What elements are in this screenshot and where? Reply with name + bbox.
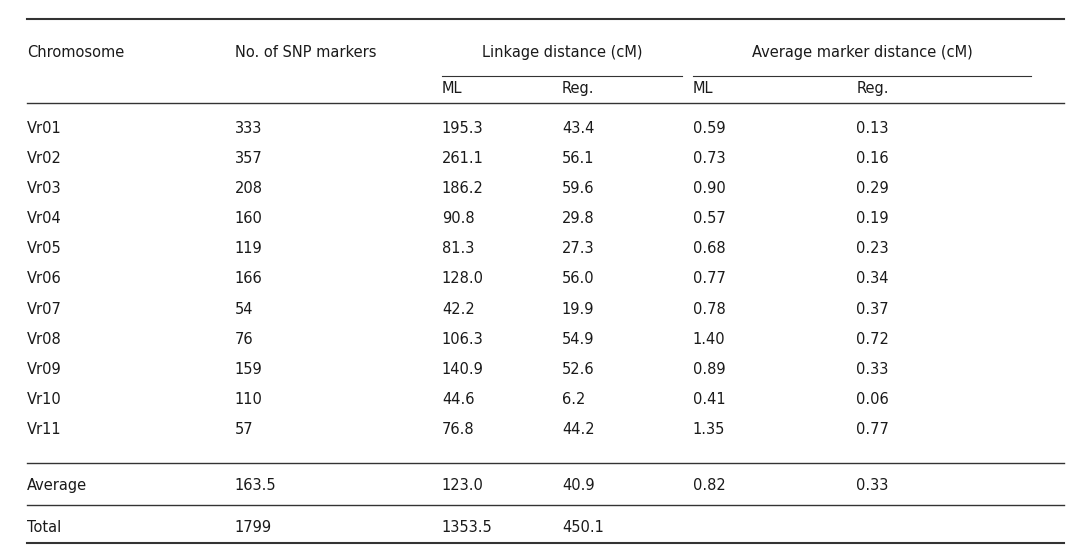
Text: 1.40: 1.40: [693, 332, 726, 347]
Text: 0.06: 0.06: [856, 392, 889, 407]
Text: 0.34: 0.34: [856, 272, 889, 286]
Text: 333: 333: [235, 121, 262, 136]
Text: 0.90: 0.90: [693, 181, 726, 196]
Text: 19.9: 19.9: [562, 301, 595, 317]
Text: 119: 119: [235, 241, 262, 257]
Text: 123.0: 123.0: [442, 478, 483, 493]
Text: 0.59: 0.59: [693, 121, 726, 136]
Text: Vr10: Vr10: [27, 392, 62, 407]
Text: 0.82: 0.82: [693, 478, 726, 493]
Text: 40.9: 40.9: [562, 478, 595, 493]
Text: Reg.: Reg.: [562, 81, 595, 96]
Text: 195.3: 195.3: [442, 121, 483, 136]
Text: 56.1: 56.1: [562, 151, 595, 166]
Text: 0.72: 0.72: [856, 332, 889, 347]
Text: Vr07: Vr07: [27, 301, 62, 317]
Text: 0.23: 0.23: [856, 241, 889, 257]
Text: ML: ML: [693, 81, 714, 96]
Text: 1353.5: 1353.5: [442, 519, 493, 535]
Text: 76: 76: [235, 332, 253, 347]
Text: 29.8: 29.8: [562, 211, 595, 226]
Text: 81.3: 81.3: [442, 241, 475, 257]
Text: 357: 357: [235, 151, 262, 166]
Text: 1799: 1799: [235, 519, 272, 535]
Text: 44.6: 44.6: [442, 392, 475, 407]
Text: 57: 57: [235, 422, 253, 437]
Text: Vr08: Vr08: [27, 332, 62, 347]
Text: Total: Total: [27, 519, 61, 535]
Text: 0.73: 0.73: [693, 151, 726, 166]
Text: Vr03: Vr03: [27, 181, 62, 196]
Text: 159: 159: [235, 362, 262, 377]
Text: 6.2: 6.2: [562, 392, 585, 407]
Text: ML: ML: [442, 81, 463, 96]
Text: Vr01: Vr01: [27, 121, 62, 136]
Text: 261.1: 261.1: [442, 151, 483, 166]
Text: 0.68: 0.68: [693, 241, 726, 257]
Text: 54: 54: [235, 301, 253, 317]
Text: Linkage distance (cM): Linkage distance (cM): [481, 45, 643, 60]
Text: 0.13: 0.13: [856, 121, 889, 136]
Text: Average marker distance (cM): Average marker distance (cM): [752, 45, 972, 60]
Text: Reg.: Reg.: [856, 81, 889, 96]
Text: 450.1: 450.1: [562, 519, 603, 535]
Text: 0.77: 0.77: [693, 272, 726, 286]
Text: Average: Average: [27, 478, 87, 493]
Text: 27.3: 27.3: [562, 241, 595, 257]
Text: 140.9: 140.9: [442, 362, 483, 377]
Text: 44.2: 44.2: [562, 422, 595, 437]
Text: 56.0: 56.0: [562, 272, 595, 286]
Text: 90.8: 90.8: [442, 211, 475, 226]
Text: 59.6: 59.6: [562, 181, 595, 196]
Text: Vr09: Vr09: [27, 362, 62, 377]
Text: 186.2: 186.2: [442, 181, 483, 196]
Text: 0.33: 0.33: [856, 478, 889, 493]
Text: 0.89: 0.89: [693, 362, 726, 377]
Text: 1.35: 1.35: [693, 422, 726, 437]
Text: 166: 166: [235, 272, 262, 286]
Text: Vr02: Vr02: [27, 151, 62, 166]
Text: 0.37: 0.37: [856, 301, 889, 317]
Text: Vr05: Vr05: [27, 241, 62, 257]
Text: 0.77: 0.77: [856, 422, 889, 437]
Text: 208: 208: [235, 181, 263, 196]
Text: 0.29: 0.29: [856, 181, 889, 196]
Text: 42.2: 42.2: [442, 301, 475, 317]
Text: 106.3: 106.3: [442, 332, 483, 347]
Text: 76.8: 76.8: [442, 422, 475, 437]
Text: 0.41: 0.41: [693, 392, 726, 407]
Text: 163.5: 163.5: [235, 478, 276, 493]
Text: 160: 160: [235, 211, 263, 226]
Text: 0.33: 0.33: [856, 362, 889, 377]
Text: Vr04: Vr04: [27, 211, 62, 226]
Text: Vr11: Vr11: [27, 422, 62, 437]
Text: 128.0: 128.0: [442, 272, 483, 286]
Text: 110: 110: [235, 392, 263, 407]
Text: No. of SNP markers: No. of SNP markers: [235, 45, 376, 60]
Text: 52.6: 52.6: [562, 362, 595, 377]
Text: 0.16: 0.16: [856, 151, 889, 166]
Text: 54.9: 54.9: [562, 332, 595, 347]
Text: 43.4: 43.4: [562, 121, 595, 136]
Text: Chromosome: Chromosome: [27, 45, 124, 60]
Text: 0.78: 0.78: [693, 301, 726, 317]
Text: 0.57: 0.57: [693, 211, 726, 226]
Text: 0.19: 0.19: [856, 211, 889, 226]
Text: Vr06: Vr06: [27, 272, 62, 286]
